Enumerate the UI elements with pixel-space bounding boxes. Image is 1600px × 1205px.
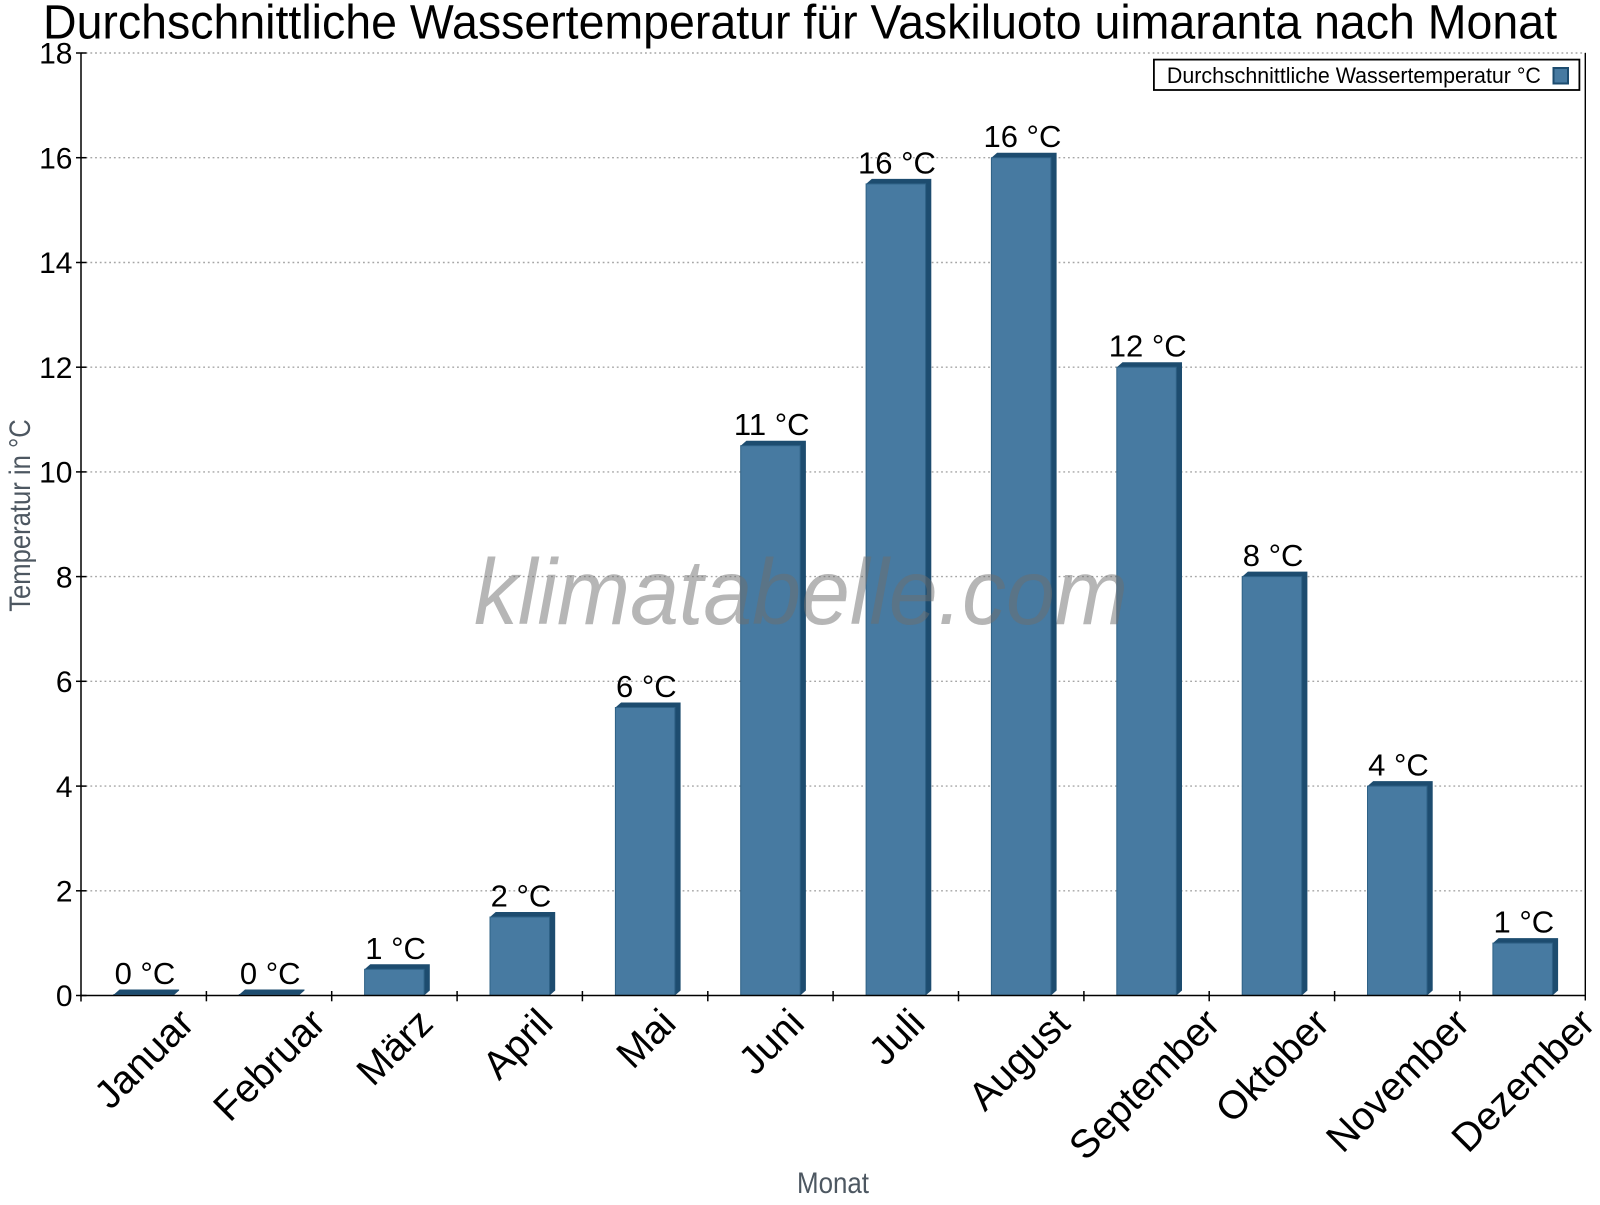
svg-text:Durchschnittliche Wassertemper: Durchschnittliche Wassertemperatur °C (1167, 63, 1541, 88)
svg-text:2 °C: 2 °C (491, 879, 552, 914)
svg-text:Monat: Monat (797, 1167, 870, 1200)
svg-text:1 °C: 1 °C (1493, 905, 1554, 940)
svg-text:4 °C: 4 °C (1368, 748, 1429, 783)
svg-text:0 °C: 0 °C (240, 956, 301, 991)
svg-text:12 °C: 12 °C (1109, 329, 1187, 364)
svg-text:16 °C: 16 °C (983, 119, 1061, 154)
svg-text:1 °C: 1 °C (365, 931, 426, 966)
svg-text:16: 16 (39, 142, 72, 175)
svg-text:2: 2 (56, 876, 73, 909)
svg-text:Temperatur in °C: Temperatur in °C (4, 419, 37, 612)
svg-text:6 °C: 6 °C (616, 669, 677, 704)
svg-text:16 °C: 16 °C (858, 145, 936, 180)
svg-text:8 °C: 8 °C (1243, 538, 1304, 573)
svg-text:18: 18 (39, 38, 72, 71)
svg-text:0 °C: 0 °C (115, 956, 176, 991)
svg-text:8: 8 (56, 561, 73, 594)
svg-text:10: 10 (39, 457, 72, 490)
svg-text:Durchschnittliche Wassertemper: Durchschnittliche Wassertemperatur für V… (43, 0, 1557, 50)
svg-text:11 °C: 11 °C (734, 407, 810, 442)
svg-text:0: 0 (56, 980, 73, 1013)
svg-text:12: 12 (39, 352, 72, 385)
svg-text:klimatabelle.com: klimatabelle.com (474, 540, 1128, 644)
svg-text:6: 6 (56, 666, 73, 699)
svg-text:4: 4 (56, 771, 73, 804)
svg-text:14: 14 (39, 247, 72, 280)
